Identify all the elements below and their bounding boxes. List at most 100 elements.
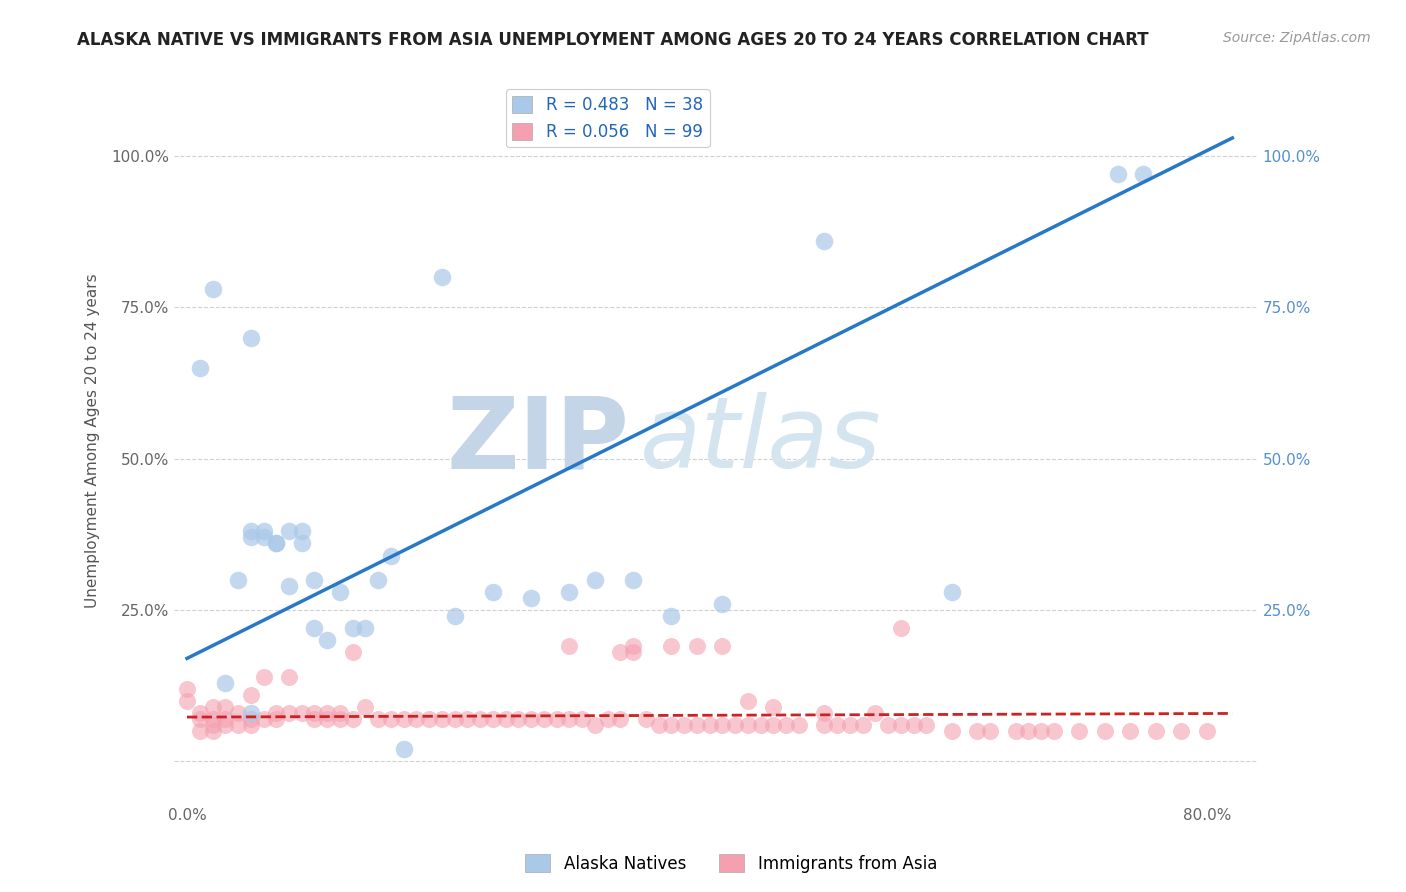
Point	[1144, 724, 1167, 739]
Y-axis label: Unemployment Among Ages 20 to 24 years: Unemployment Among Ages 20 to 24 years	[86, 273, 100, 607]
Point	[278, 669, 301, 683]
Point	[239, 688, 262, 702]
Point	[188, 712, 211, 726]
Point	[278, 579, 301, 593]
Point	[316, 633, 339, 648]
Point	[1029, 724, 1052, 739]
Point	[214, 699, 236, 714]
Point	[1069, 724, 1091, 739]
Point	[264, 536, 287, 550]
Point	[316, 712, 339, 726]
Point	[558, 712, 581, 726]
Point	[418, 712, 440, 726]
Point	[342, 712, 364, 726]
Point	[392, 712, 415, 726]
Point	[264, 706, 287, 720]
Point	[239, 530, 262, 544]
Point	[787, 718, 810, 732]
Point	[482, 584, 505, 599]
Point	[749, 718, 772, 732]
Point	[482, 712, 505, 726]
Point	[278, 706, 301, 720]
Point	[367, 712, 389, 726]
Point	[239, 331, 262, 345]
Point	[291, 524, 314, 539]
Point	[621, 640, 644, 654]
Point	[762, 699, 785, 714]
Point	[201, 699, 224, 714]
Point	[852, 718, 875, 732]
Point	[661, 640, 683, 654]
Point	[621, 573, 644, 587]
Point	[1132, 167, 1154, 181]
Point	[430, 712, 453, 726]
Point	[405, 712, 427, 726]
Point	[508, 712, 530, 726]
Point	[1119, 724, 1142, 739]
Point	[443, 609, 465, 624]
Point	[239, 718, 262, 732]
Point	[571, 712, 593, 726]
Point	[495, 712, 517, 726]
Point	[367, 573, 389, 587]
Point	[1017, 724, 1039, 739]
Point	[188, 360, 211, 375]
Point	[201, 718, 224, 732]
Point	[304, 706, 326, 720]
Point	[1107, 167, 1129, 181]
Point	[201, 282, 224, 296]
Point	[278, 524, 301, 539]
Point	[226, 573, 249, 587]
Point	[813, 718, 835, 732]
Point	[291, 706, 314, 720]
Point	[941, 584, 963, 599]
Point	[342, 645, 364, 659]
Point	[329, 712, 352, 726]
Point	[583, 718, 606, 732]
Point	[176, 681, 198, 696]
Point	[596, 712, 619, 726]
Point	[941, 724, 963, 739]
Point	[252, 712, 274, 726]
Point	[176, 694, 198, 708]
Point	[226, 706, 249, 720]
Point	[354, 699, 377, 714]
Point	[264, 536, 287, 550]
Point	[737, 694, 759, 708]
Point	[979, 724, 1001, 739]
Point	[1094, 724, 1116, 739]
Point	[533, 712, 555, 726]
Point	[966, 724, 988, 739]
Point	[877, 718, 900, 732]
Point	[214, 712, 236, 726]
Text: Source: ZipAtlas.com: Source: ZipAtlas.com	[1223, 31, 1371, 45]
Point	[316, 706, 339, 720]
Point	[252, 524, 274, 539]
Point	[609, 712, 631, 726]
Point	[380, 712, 402, 726]
Point	[661, 718, 683, 732]
Point	[558, 584, 581, 599]
Point	[825, 718, 848, 732]
Point	[188, 706, 211, 720]
Point	[304, 712, 326, 726]
Legend: Alaska Natives, Immigrants from Asia: Alaska Natives, Immigrants from Asia	[519, 847, 943, 880]
Point	[239, 712, 262, 726]
Point	[1170, 724, 1192, 739]
Point	[775, 718, 797, 732]
Point	[711, 597, 734, 611]
Point	[813, 234, 835, 248]
Text: atlas: atlas	[640, 392, 882, 489]
Point	[546, 712, 568, 726]
Point	[686, 640, 709, 654]
Point	[252, 530, 274, 544]
Point	[813, 706, 835, 720]
Point	[621, 645, 644, 659]
Point	[264, 712, 287, 726]
Point	[239, 524, 262, 539]
Point	[903, 718, 925, 732]
Point	[1004, 724, 1026, 739]
Point	[252, 669, 274, 683]
Point	[443, 712, 465, 726]
Point	[673, 718, 696, 732]
